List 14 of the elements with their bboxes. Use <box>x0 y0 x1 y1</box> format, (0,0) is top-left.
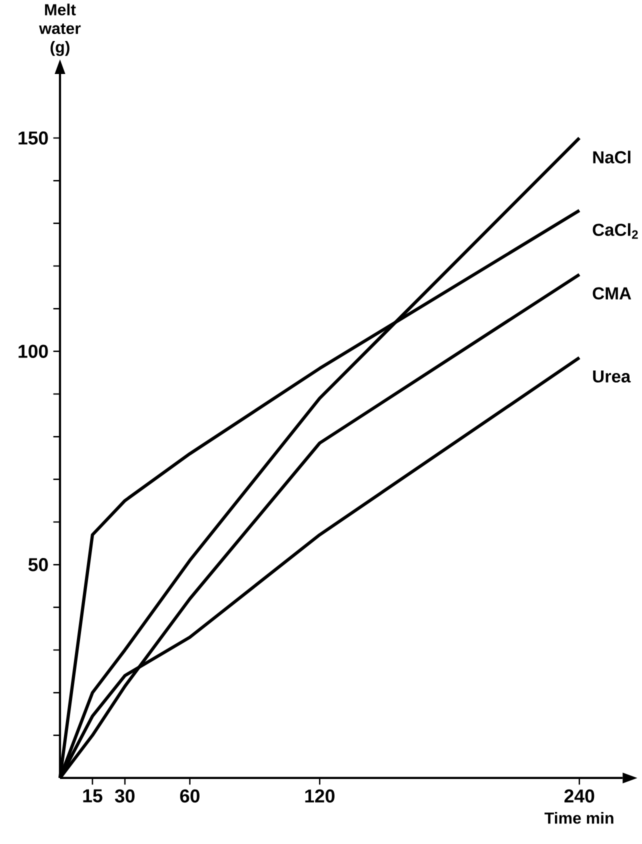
y-tick-label: 100 <box>18 344 48 358</box>
x-tick-label: 30 <box>114 789 135 803</box>
series-label: Urea <box>593 370 631 383</box>
y-tick-label: 150 <box>18 131 48 145</box>
x-tick-label: 60 <box>180 789 200 803</box>
x-tick-label: 15 <box>83 789 102 802</box>
series-label: CMA <box>592 287 632 300</box>
y-axis-title: Melt water (g) <box>39 4 81 56</box>
series-label: NaCl <box>593 150 630 164</box>
x-tick-label: 120 <box>305 789 334 803</box>
y-tick-label: 50 <box>28 558 48 572</box>
x-axis-title: Time min <box>544 812 614 824</box>
series-label: CaCl$_{2}$ <box>592 223 638 239</box>
x-tick-label: 240 <box>564 789 594 803</box>
